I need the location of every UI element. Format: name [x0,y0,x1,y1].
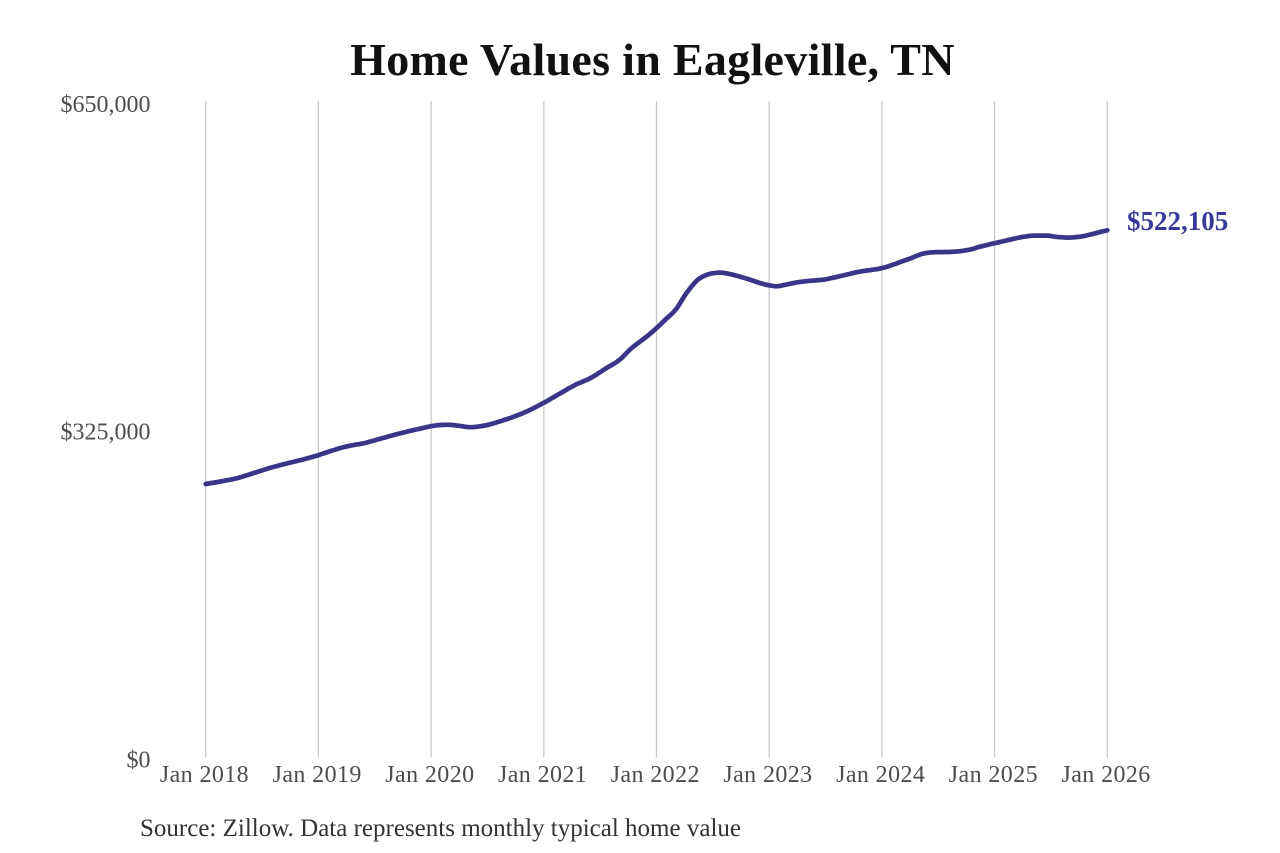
svg-text:$0: $0 [127,748,151,774]
svg-text:Jan 2024: Jan 2024 [836,762,925,788]
svg-text:Jan 2023: Jan 2023 [723,762,812,788]
svg-text:Jan 2018: Jan 2018 [160,762,249,788]
svg-text:Source: Zillow. Data represent: Source: Zillow. Data represents monthly … [140,815,741,842]
svg-text:$650,000: $650,000 [61,92,151,118]
svg-text:$325,000: $325,000 [61,419,151,445]
svg-text:Jan 2021: Jan 2021 [498,762,587,788]
svg-text:Jan 2026: Jan 2026 [1061,762,1150,788]
svg-text:$522,105: $522,105 [1127,206,1228,236]
svg-text:Jan 2025: Jan 2025 [949,762,1038,788]
svg-text:Jan 2022: Jan 2022 [611,762,700,788]
svg-text:Jan 2019: Jan 2019 [273,762,362,788]
svg-text:Jan 2020: Jan 2020 [385,762,474,788]
svg-text:Home Values in Eagleville, TN: Home Values in Eagleville, TN [350,34,955,85]
